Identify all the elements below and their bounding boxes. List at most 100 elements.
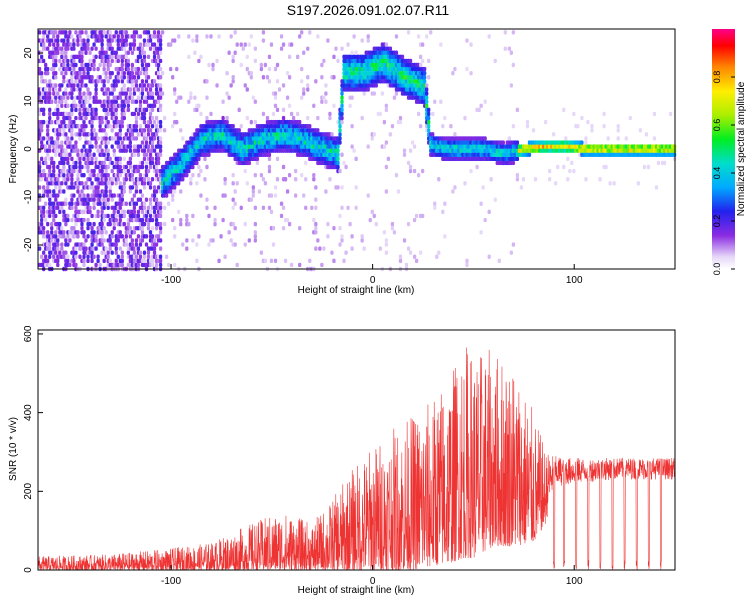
spectrogram-cell bbox=[84, 181, 88, 186]
spectrogram-cell bbox=[134, 83, 139, 88]
spectrogram-cell bbox=[291, 115, 296, 121]
spectrogram-cell bbox=[124, 242, 128, 247]
spectrogram-cell bbox=[191, 38, 195, 43]
spectrogram-cell bbox=[564, 136, 568, 141]
spectrogram-cell bbox=[66, 156, 70, 162]
spectrogram-cell bbox=[80, 58, 84, 64]
spectrogram-cell bbox=[158, 38, 163, 43]
spectrogram-cell bbox=[62, 189, 66, 194]
spectrogram-cell bbox=[108, 75, 112, 80]
spectrogram-cell bbox=[122, 115, 126, 121]
spectrogram-cell bbox=[181, 177, 185, 182]
spectrogram-cell bbox=[277, 87, 282, 92]
spectrogram-cell bbox=[116, 42, 120, 47]
spectrogram-cell bbox=[298, 119, 302, 125]
spectrogram-cell bbox=[154, 115, 159, 121]
spectrogram-cell bbox=[142, 83, 147, 88]
spectrogram-cell bbox=[74, 115, 78, 121]
spectrogram-cell bbox=[273, 103, 278, 108]
spectrogram-cell bbox=[158, 152, 163, 157]
spectrogram-cell bbox=[298, 226, 302, 231]
spectrogram-cell bbox=[275, 79, 280, 84]
spectrogram-cell bbox=[360, 238, 364, 243]
spectrogram-cell bbox=[469, 70, 473, 76]
spectrogram-cell bbox=[128, 87, 133, 92]
spectrogram-cell bbox=[134, 242, 139, 247]
colorbar-label: Normalized spectral amplitude bbox=[736, 81, 747, 216]
spectrogram-cell bbox=[249, 197, 253, 202]
spectrogram-cell bbox=[142, 250, 147, 255]
spectrogram-cell bbox=[88, 140, 92, 145]
spectrogram-cell bbox=[122, 46, 126, 51]
spectrogram-cell bbox=[493, 58, 497, 64]
spectrogram-cell bbox=[64, 30, 68, 35]
spectrogram-cell bbox=[62, 172, 66, 178]
spectrogram-cell bbox=[146, 177, 151, 182]
spectrogram-cell bbox=[92, 201, 96, 206]
spectrogram-cell bbox=[100, 115, 104, 121]
spectrogram-cell bbox=[94, 46, 98, 51]
spectrogram-cell bbox=[70, 177, 74, 182]
spectrogram-cell bbox=[106, 58, 110, 64]
spectrogram-cell bbox=[70, 156, 74, 162]
spectrogram-cell bbox=[308, 30, 312, 35]
spectrogram-cell bbox=[86, 99, 90, 104]
spectrogram-cell bbox=[66, 242, 70, 247]
spectrogram-cell bbox=[136, 111, 141, 117]
spectrogram-cell bbox=[215, 83, 219, 88]
spectrogram-cell bbox=[40, 156, 44, 162]
spectrogram-cell bbox=[314, 246, 318, 251]
spectrogram-cell bbox=[72, 193, 76, 198]
spectrogram-cell bbox=[108, 30, 112, 35]
spectrogram-cell bbox=[106, 250, 110, 255]
spectrogram-cell bbox=[572, 168, 576, 174]
spectrogram-cell bbox=[247, 238, 251, 243]
spectrogram-cell bbox=[60, 144, 64, 149]
spectrogram-cell bbox=[402, 238, 407, 243]
spectrogram-cell bbox=[231, 181, 235, 186]
spectrogram-cell bbox=[269, 258, 274, 264]
spectrogram-cell bbox=[46, 128, 50, 133]
spectrogram-cell bbox=[412, 144, 417, 149]
spectrogram-cell bbox=[38, 30, 42, 35]
spectrogram-cell bbox=[116, 140, 120, 145]
spectrogram-cell bbox=[118, 128, 122, 133]
spectrogram-cell bbox=[98, 201, 102, 206]
spectrogram-cell bbox=[50, 119, 54, 125]
spectrogram-cell bbox=[98, 62, 102, 68]
spectrogram-cell bbox=[78, 34, 82, 39]
spectrogram-cell bbox=[423, 79, 427, 84]
spectrogram-cell bbox=[64, 181, 68, 186]
spectrogram-cell bbox=[122, 209, 126, 215]
spectrogram-cell bbox=[46, 152, 50, 157]
spectrogram-cell bbox=[94, 54, 98, 60]
spectrogram-cell bbox=[158, 205, 163, 210]
spectrogram-cell bbox=[656, 160, 661, 166]
spectrogram-cell bbox=[154, 242, 159, 247]
spectrogram-cell bbox=[205, 34, 209, 39]
spectrogram-cell bbox=[92, 58, 96, 64]
spectrogram-cell bbox=[285, 217, 290, 223]
spectrogram-cell bbox=[287, 221, 292, 227]
spectrogram-cell bbox=[70, 128, 74, 133]
spectrogram-cell bbox=[74, 262, 78, 268]
spectrogram-cell bbox=[124, 148, 128, 153]
spectrogram-cell bbox=[118, 95, 122, 100]
spectrogram-cell bbox=[251, 189, 255, 194]
spectrogram-cell bbox=[209, 34, 213, 39]
spectrogram-cell bbox=[80, 30, 84, 35]
spectrogram-cell bbox=[372, 132, 376, 137]
spectrogram-cell bbox=[46, 230, 50, 235]
spectrogram-cell bbox=[316, 238, 320, 243]
spectrogram-cell bbox=[88, 209, 92, 215]
spectrogram-cell bbox=[64, 91, 68, 96]
spectrogram-cell bbox=[398, 115, 403, 121]
spectrogram-cell bbox=[562, 164, 566, 170]
spectrogram-cell bbox=[189, 95, 193, 100]
spectrogram-cell bbox=[340, 103, 344, 108]
spectrogram-cell bbox=[44, 87, 48, 92]
spectrogram-cell bbox=[124, 238, 128, 243]
spectrogram-cell bbox=[421, 213, 425, 219]
